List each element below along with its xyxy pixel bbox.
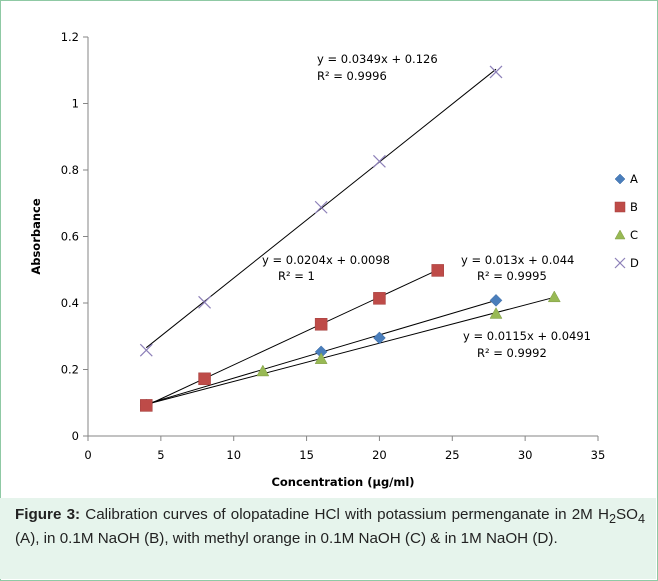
equation-label-A: y = 0.013x + 0.044 <box>461 253 574 267</box>
data-point-B <box>431 264 444 277</box>
caption-text-2: SO <box>616 506 638 523</box>
data-point-C <box>489 307 503 319</box>
r2-label-B: R² = 1 <box>278 269 315 283</box>
equation-label-B: y = 0.0204x + 0.0098 <box>262 253 390 267</box>
x-tick-label: 10 <box>226 448 241 462</box>
caption-background <box>0 498 656 579</box>
x-axis-title: Concentration (µg/ml) <box>271 475 414 489</box>
legend-label-B: B <box>630 200 638 214</box>
legend-label-D: D <box>630 256 639 270</box>
caption-sub-4: 4 <box>637 512 645 527</box>
data-point-D <box>139 343 153 357</box>
legend-marker-D <box>614 257 626 269</box>
x-tick-label: 25 <box>445 448 460 462</box>
caption-sub-2: 2 <box>608 512 616 527</box>
trendline-D <box>145 68 497 349</box>
r2-label-A: R² = 0.9995 <box>477 269 547 283</box>
equation-label-D: y = 0.0349x + 0.126 <box>317 52 438 66</box>
x-tick-label: 15 <box>299 448 314 462</box>
trendline-B <box>146 269 438 407</box>
r2-label-D: R² = 0.9996 <box>317 69 387 83</box>
caption-text-3: (A), in 0.1M NaOH (B), with methyl orang… <box>15 530 558 548</box>
data-point-D <box>489 65 503 79</box>
y-tick-label: 0.8 <box>61 163 79 177</box>
y-tick-label: 0.4 <box>61 296 79 310</box>
data-point-D <box>314 200 328 214</box>
data-point-D <box>198 295 211 309</box>
legend-marker-B <box>614 201 626 213</box>
data-point-B <box>314 318 328 331</box>
caption-label: Figure 3: <box>15 506 81 523</box>
data-point-C <box>256 364 270 377</box>
y-tick-label: 1 <box>72 97 79 111</box>
y-tick-label: 0.6 <box>61 230 79 244</box>
x-tick-label: 20 <box>372 448 387 462</box>
data-point-D <box>373 154 386 168</box>
figure-caption: Figure 3: Calibration curves of olopatad… <box>15 505 645 549</box>
equation-label-C: y = 0.0115x + 0.0491 <box>463 329 591 343</box>
legend-marker-C <box>614 229 626 240</box>
legend-label-A: A <box>630 172 638 186</box>
legend-label-C: C <box>630 228 638 242</box>
y-tick-label: 1.2 <box>61 30 79 44</box>
data-point-A <box>489 293 503 307</box>
data-point-C <box>314 352 328 364</box>
data-point-C <box>547 290 561 303</box>
data-point-A <box>373 331 386 345</box>
caption-text-1: Calibration curves of olopatadine HCl wi… <box>80 506 609 523</box>
chart-area: 0 0.2 0.4 0.6 0.8 1 1.2 0 5 10 15 20 25 30 35 Concentra… <box>8 14 648 496</box>
data-point-B <box>198 372 211 386</box>
data-point-B <box>373 292 386 305</box>
y-tick-label: 0.2 <box>61 363 79 377</box>
trendline-C <box>146 296 555 405</box>
x-tick-label: 30 <box>518 448 533 462</box>
x-tick-label: 0 <box>84 448 91 462</box>
y-tick-label: 0 <box>72 429 79 443</box>
legend-marker-A <box>614 173 626 185</box>
calibration-chart: 0 0.2 0.4 0.6 0.8 1 1.2 0 5 10 15 20 25 30 35 Concentra… <box>29 30 639 489</box>
x-tick-label: 5 <box>157 448 164 462</box>
y-axis-title: Absorbance <box>29 198 43 275</box>
x-tick-label: 35 <box>591 448 606 462</box>
data-point-B <box>140 399 153 412</box>
r2-label-C: R² = 0.9992 <box>477 346 547 360</box>
